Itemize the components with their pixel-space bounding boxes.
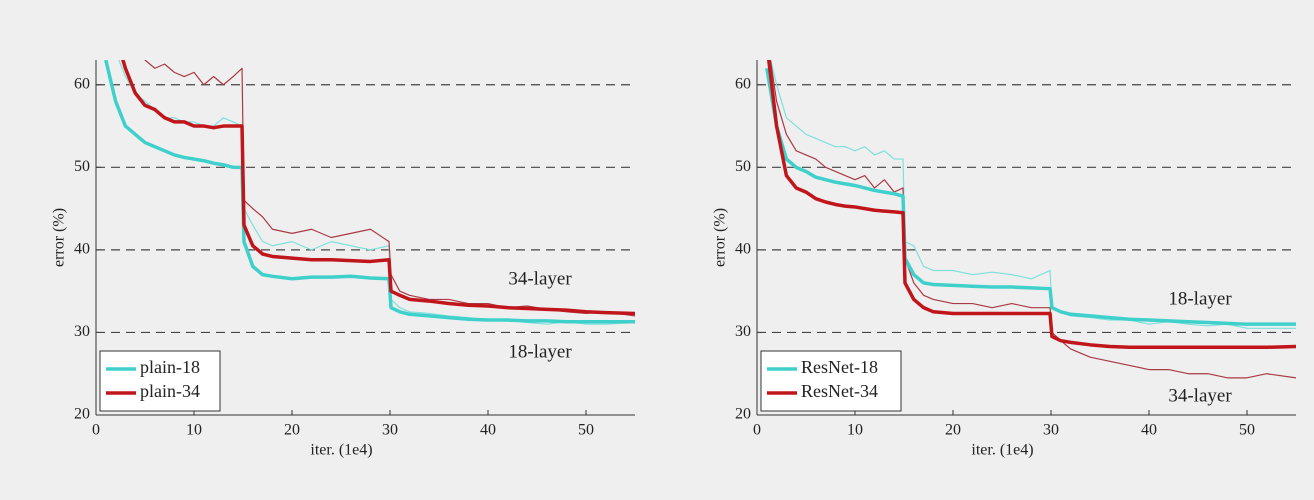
legend-box	[760, 350, 902, 412]
y-tick-label: 30	[735, 323, 751, 340]
series-line	[769, 60, 1296, 379]
annotation: 34-layer	[1168, 385, 1232, 406]
annotation: 18-layer	[1168, 288, 1232, 309]
plot-lines	[104, 60, 635, 325]
y-tick-label: 50	[735, 158, 751, 175]
y-axis-label: error (%)	[51, 208, 68, 267]
x-axis-label: iter. (1e4)	[310, 442, 372, 459]
x-tick-label: 20	[284, 422, 300, 439]
y-tick-label: 20	[735, 406, 751, 423]
series-line	[104, 60, 635, 324]
y-tick-label: 60	[735, 75, 751, 92]
x-tick-label: 10	[847, 422, 863, 439]
series-line	[770, 60, 1296, 329]
x-tick-label: 10	[186, 422, 202, 439]
x-tick-label: 40	[1141, 422, 1157, 439]
x-tick-label: 0	[92, 422, 100, 439]
x-tick-label: 0	[753, 422, 761, 439]
y-tick-label: 20	[74, 406, 90, 423]
series-line	[765, 67, 1296, 326]
plot-lines	[765, 60, 1296, 379]
y-tick-label: 60	[74, 75, 90, 92]
y-tick-label: 40	[74, 241, 90, 258]
legend-label: plain-34	[140, 381, 200, 401]
y-tick-label: 30	[74, 323, 90, 340]
y-tick-label: 40	[735, 241, 751, 258]
annotation: 18-layer	[508, 341, 572, 362]
x-tick-label: 50	[1239, 422, 1255, 439]
x-tick-label: 20	[945, 422, 961, 439]
legend-label: plain-18	[140, 357, 200, 377]
x-tick-label: 50	[578, 422, 594, 439]
series-line	[121, 60, 635, 316]
x-tick-label: 30	[382, 422, 398, 439]
series-line	[766, 60, 1296, 350]
legend-label: ResNet-18	[801, 357, 878, 377]
x-tick-label: 40	[480, 422, 496, 439]
annotation: 34-layer	[508, 268, 572, 289]
legend-box	[99, 350, 221, 412]
y-axis-label: error (%)	[712, 208, 729, 267]
legend-label: ResNet-34	[801, 381, 878, 401]
x-tick-label: 30	[1043, 422, 1059, 439]
x-axis-label: iter. (1e4)	[971, 442, 1033, 459]
y-tick-label: 50	[74, 158, 90, 175]
